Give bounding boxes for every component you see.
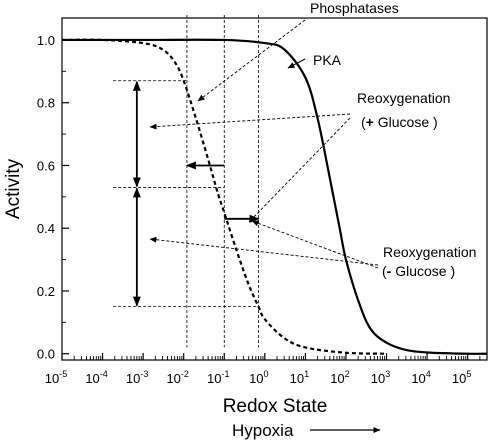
x-tick-label-6: 101	[290, 369, 309, 386]
x-tick-label-3: 10-2	[166, 369, 188, 386]
x-tick-label-0: 10-5	[45, 369, 67, 386]
reox-minus-rest: Glucose )	[391, 263, 455, 279]
y-tick-label-5: 1.0	[37, 33, 55, 48]
pka-pointer	[287, 58, 306, 69]
x-tick-label-8: 103	[371, 369, 390, 386]
x-tick-label-9: 104	[411, 369, 430, 386]
reox-minus-label-1: Reoxygenation	[383, 244, 476, 260]
reox-plus-open: (	[361, 114, 366, 130]
x-tick-label-7: 102	[330, 369, 349, 386]
x-tick-label-1: 10-4	[85, 369, 107, 386]
phosphatases-label: Phosphatases	[310, 0, 399, 16]
reox-minus-open: (	[382, 263, 387, 279]
reox-minus-pointer-1	[149, 236, 379, 266]
x-axis-ticks: 10-5 10-4 10-3 10-2 10-1 100 101 102 103 104 105	[45, 353, 471, 386]
reox-plus-pointer-2	[248, 117, 351, 223]
plot-frame	[61, 17, 488, 361]
x-tick-label-5: 100	[249, 369, 268, 386]
y-tick-label-3: 0.6	[37, 158, 55, 173]
pka-curve	[62, 38, 488, 355]
phosphatases-pointer	[197, 19, 306, 102]
hypoxia-label: Hypoxia	[232, 421, 294, 440]
x-tick-label-10: 105	[452, 369, 471, 386]
x-axis-title: Redox State	[223, 396, 328, 417]
y-tick-label-4: 0.8	[37, 96, 55, 111]
annotation-pointers	[149, 19, 379, 269]
y-axis-title: Activity	[3, 158, 24, 219]
x-tick-label-4: 10-1	[207, 369, 229, 386]
guide-lines	[113, 15, 259, 348]
reox-minus-label-2: (- Glucose )	[382, 263, 455, 279]
reox-minus-sign: -	[387, 263, 392, 279]
reox-plus-label-2: (+ Glucose )	[361, 114, 438, 130]
x-tick-label-2: 10-3	[126, 369, 148, 386]
reox-plus-pointer-1	[149, 113, 351, 130]
y-axis-minor-ticks	[62, 70, 66, 323]
y-tick-label-0: 0.0	[37, 347, 55, 362]
y-axis-ticks: 0.0 0.2 0.4 0.6 0.8 1.0	[37, 33, 69, 362]
pka-label: PKA	[313, 52, 342, 68]
reox-plus-label-1: Reoxygenation	[357, 90, 450, 106]
reox-minus-pointer-2	[251, 220, 379, 269]
phosphatases-curve	[61, 38, 387, 355]
reox-plus-rest: Glucose )	[374, 114, 438, 130]
y-tick-label-1: 0.2	[37, 284, 55, 299]
reox-plus-sign: +	[366, 114, 374, 130]
x-axis-minor-ticks	[73, 356, 488, 360]
y-tick-label-2: 0.4	[37, 221, 55, 236]
